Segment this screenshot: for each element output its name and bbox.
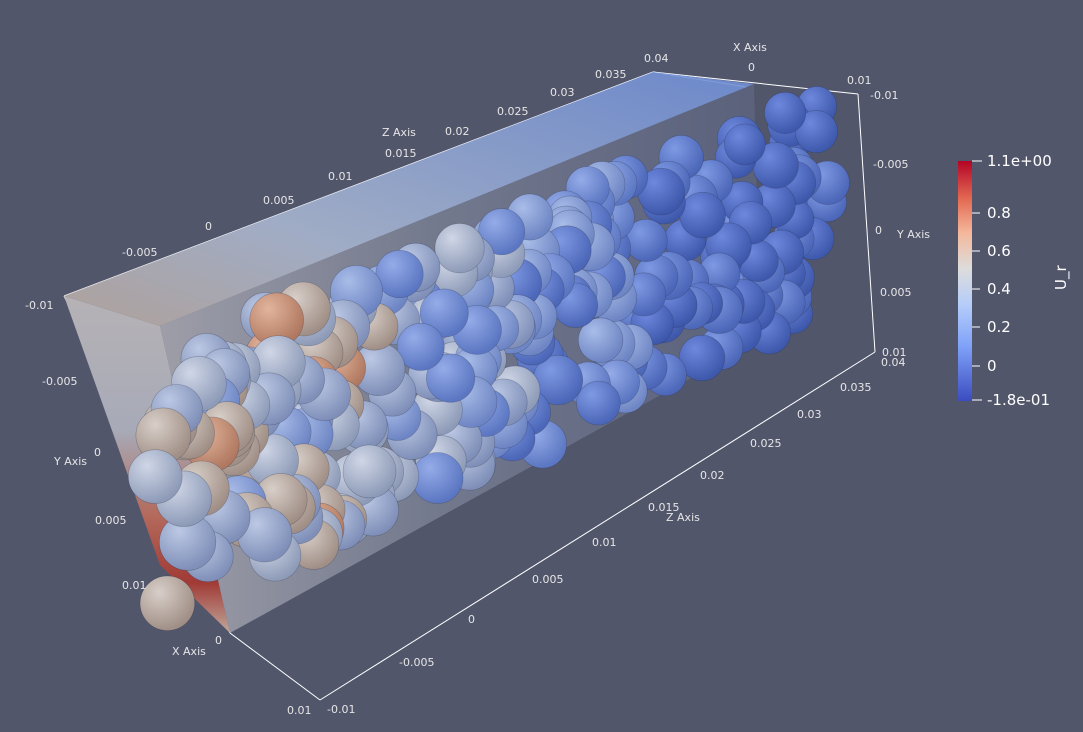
svg-text:0: 0 [468, 613, 475, 626]
particle-sphere [419, 288, 469, 338]
svg-text:0.01: 0.01 [847, 74, 872, 87]
y-axis-title-left: Y Axis [53, 455, 87, 468]
z-axis-title-bottom: Z Axis [666, 511, 700, 524]
x-axis-top-ticks: X Axis 0 0.01 [733, 41, 872, 87]
particle-sphere [794, 110, 838, 154]
particle-sphere [678, 334, 726, 382]
colorbar-gradient [958, 161, 972, 401]
svg-text:-0.01: -0.01 [870, 89, 898, 102]
svg-text:0.025: 0.025 [750, 437, 782, 450]
svg-text:0.2: 0.2 [987, 318, 1011, 336]
z-axis-title-top: Z Axis [382, 126, 416, 139]
svg-text:-0.005: -0.005 [399, 656, 434, 669]
particle-sphere [375, 250, 424, 299]
svg-text:0.005: 0.005 [95, 514, 127, 527]
svg-text:0.005: 0.005 [532, 573, 564, 586]
svg-text:0.03: 0.03 [797, 408, 822, 421]
svg-text:0: 0 [205, 220, 212, 233]
particle-sphere [576, 380, 621, 426]
particle-sphere [396, 322, 445, 371]
svg-text:0.02: 0.02 [445, 125, 470, 138]
svg-text:0.035: 0.035 [840, 381, 872, 394]
svg-text:0.01: 0.01 [882, 346, 907, 359]
particle-sphere [128, 449, 183, 504]
svg-text:0.8: 0.8 [987, 204, 1011, 222]
svg-text:0.035: 0.035 [595, 68, 627, 81]
x-axis-bottom-ticks: X Axis 0 0.01 [172, 634, 312, 717]
particle-sphere [411, 452, 464, 504]
svg-text:0.025: 0.025 [497, 105, 529, 118]
colorbar-min-label: -1.8e-01 [987, 391, 1050, 409]
z-axis-bottom-ticks: -0.01 -0.005 0 0.005 0.01 0.015 0.02 0.0… [327, 356, 906, 716]
particle-sphere [139, 575, 195, 631]
x-axis-title-top: X Axis [733, 41, 767, 54]
svg-text:0.01: 0.01 [592, 536, 617, 549]
particle-sphere [478, 208, 526, 256]
svg-text:0: 0 [215, 634, 222, 647]
particle-sphere [434, 223, 485, 274]
svg-text:-0.005: -0.005 [122, 246, 157, 259]
particle-sphere [723, 123, 766, 166]
particle-sphere [342, 444, 397, 499]
svg-text:0.015: 0.015 [385, 147, 417, 160]
svg-text:0.6: 0.6 [987, 242, 1011, 260]
svg-text:-0.01: -0.01 [25, 299, 53, 312]
colorbar-title: U_r [1052, 265, 1071, 290]
particle-sphere [577, 317, 624, 363]
svg-text:0.02: 0.02 [700, 469, 725, 482]
colorbar-max-label: 1.1e+00 [987, 152, 1052, 170]
svg-text:0.01: 0.01 [328, 170, 353, 183]
color-legend: 1.1e+00 0.8 0.6 0.4 0.2 0 -1.8e-01 U_r [958, 152, 1071, 409]
svg-text:0.04: 0.04 [644, 52, 669, 65]
svg-text:0: 0 [987, 357, 997, 375]
svg-text:0: 0 [748, 61, 755, 74]
svg-text:0.01: 0.01 [122, 579, 147, 592]
svg-text:0.4: 0.4 [987, 280, 1011, 298]
particle-sphere [764, 91, 807, 134]
svg-text:0.04: 0.04 [881, 356, 906, 369]
particle-spheres [128, 86, 850, 631]
particle-sphere [426, 353, 476, 403]
x-axis-title-bottom: X Axis [172, 645, 206, 658]
svg-text:0.03: 0.03 [550, 86, 575, 99]
z-axis-top-ticks: -0.005 0 0.005 0.01 0.015 0.02 0.025 0.0… [122, 52, 669, 259]
y-axis-title-right: Y Axis [896, 228, 930, 241]
svg-text:-0.005: -0.005 [42, 375, 77, 388]
svg-text:0.01: 0.01 [287, 704, 312, 717]
svg-text:0: 0 [94, 446, 101, 459]
svg-text:0.015: 0.015 [648, 501, 680, 514]
y-axis-left-ticks: -0.01 -0.005 0 0.005 0.01 Y Axis [25, 299, 147, 592]
svg-text:-0.005: -0.005 [873, 158, 908, 171]
svg-text:-0.01: -0.01 [327, 703, 355, 716]
y-axis-right-ticks: -0.01 -0.005 0 0.005 0.01 Y Axis [870, 89, 930, 359]
particle-sphere [679, 192, 726, 239]
svg-text:0: 0 [875, 224, 882, 237]
svg-text:0.005: 0.005 [880, 286, 912, 299]
svg-text:0.005: 0.005 [263, 194, 295, 207]
